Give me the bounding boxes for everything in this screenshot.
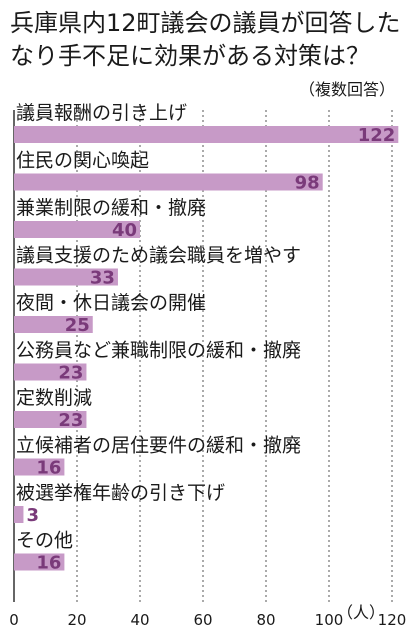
bar-7	[14, 458, 65, 476]
grid-lines	[13, 110, 393, 602]
bar-6	[14, 411, 87, 428]
value-labels: 122 98 40 33 25 23 23 16 3 16	[26, 125, 395, 574]
x-tick-label-0: 0	[9, 611, 19, 629]
category-labels: 議員報酬の引き上げ住民の関心喚起兼業制限の緩和・撤廃議員支援のため議会職員を増や…	[16, 102, 301, 552]
chart-note: （複数回答）	[299, 80, 395, 99]
bars	[14, 126, 399, 571]
value-label-1: 98	[295, 173, 320, 194]
x-tick-label-120: 120	[378, 611, 407, 629]
chart-title-line-1: 兵庫県内12町議会の議員が回答した	[10, 9, 401, 37]
value-label-7: 16	[36, 458, 61, 479]
value-label-6: 23	[58, 410, 83, 431]
category-label-4: 夜間・休日議会の開催	[16, 292, 206, 314]
bar-5	[14, 363, 87, 381]
category-label-8: 被選挙権年齢の引き下げ	[16, 482, 225, 504]
chart-title-line-2: なり手不足に効果がある対策は？	[10, 42, 370, 70]
category-label-2: 兼業制限の緩和・撤廃	[16, 197, 206, 219]
bar-3	[14, 268, 118, 286]
value-label-5: 23	[58, 363, 83, 384]
category-label-1: 住民の関心喚起	[16, 150, 149, 172]
bar-1	[14, 173, 323, 191]
value-label-8: 3	[26, 505, 39, 526]
x-axis-ticks: 0 20 40 60 80 100 120	[9, 611, 406, 629]
x-tick-label-20: 20	[67, 611, 86, 629]
bar-8	[14, 506, 24, 523]
value-label-9: 16	[36, 553, 61, 574]
category-label-7: 立候補者の居住要件の緩和・撤廃	[16, 435, 301, 457]
category-label-3: 議員支援のため議会職員を増やす	[16, 245, 301, 267]
x-tick-label-40: 40	[130, 611, 149, 629]
bar-0	[14, 126, 399, 143]
x-tick-label-80: 80	[256, 611, 275, 629]
value-label-4: 25	[65, 315, 90, 336]
value-label-0: 122	[358, 125, 396, 146]
category-label-0: 議員報酬の引き上げ	[16, 102, 187, 124]
bar-2	[14, 221, 140, 238]
bar-9	[14, 553, 65, 571]
category-label-5: 公務員など兼職制限の緩和・撤廃	[16, 340, 301, 362]
bar-4	[14, 316, 93, 333]
x-axis-unit: （人）	[337, 603, 385, 622]
x-tick-label-60: 60	[193, 611, 212, 629]
x-tick-label-100: 100	[315, 611, 344, 629]
category-label-9: その他	[16, 530, 73, 552]
value-label-2: 40	[112, 220, 137, 241]
value-label-3: 33	[90, 268, 115, 289]
category-label-6: 定数削減	[16, 387, 92, 409]
